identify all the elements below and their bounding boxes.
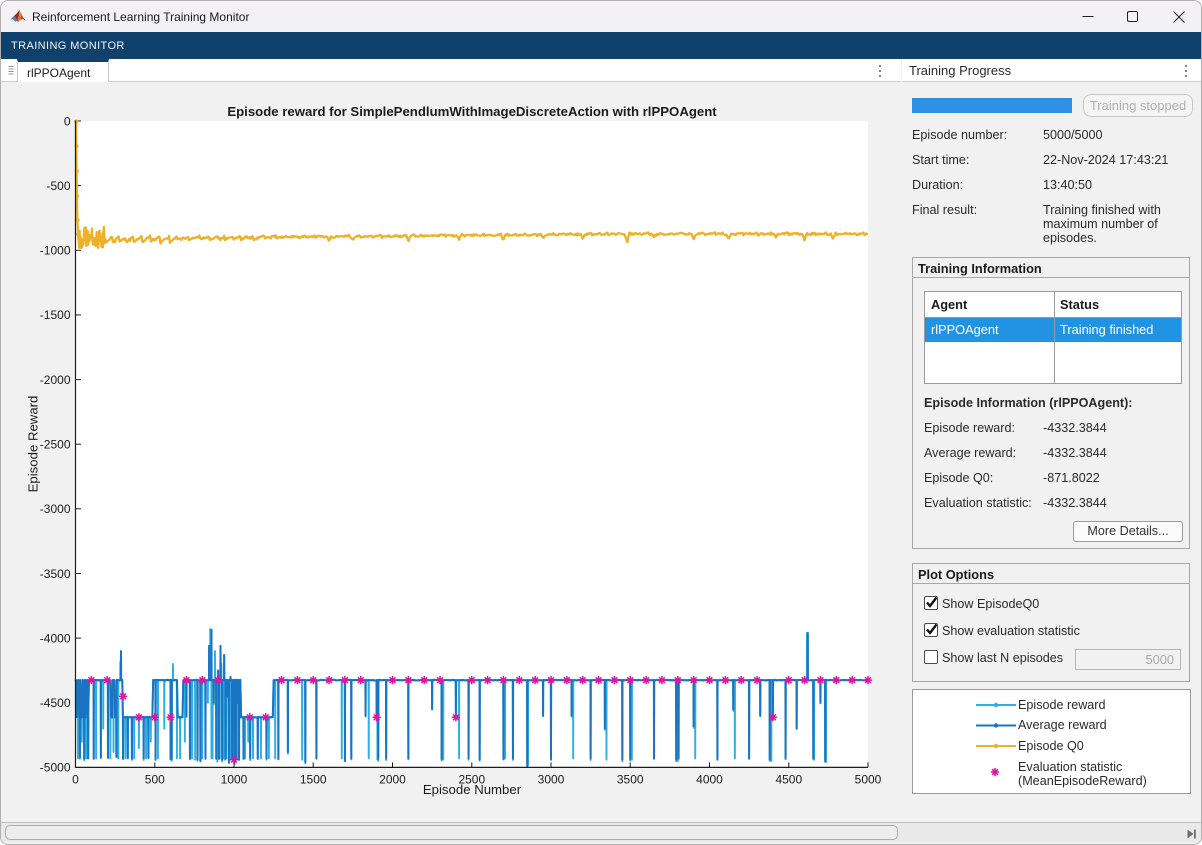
svg-text:-500: -500 — [46, 179, 70, 193]
svg-text:1500: 1500 — [300, 773, 327, 787]
svg-text:-4500: -4500 — [40, 696, 71, 710]
svg-text:2500: 2500 — [458, 773, 485, 787]
svg-text:0: 0 — [72, 773, 79, 787]
svg-text:Episode reward for SimplePendl: Episode reward for SimplePendlumWithImag… — [227, 104, 717, 119]
svg-text:-3500: -3500 — [40, 567, 71, 581]
svg-text:0: 0 — [64, 114, 71, 128]
svg-text:4500: 4500 — [775, 773, 802, 787]
svg-text:-4000: -4000 — [40, 631, 71, 645]
svg-text:4000: 4000 — [696, 773, 723, 787]
svg-text:5000: 5000 — [855, 773, 882, 787]
svg-text:-2500: -2500 — [40, 438, 71, 452]
svg-text:Episode Number: Episode Number — [423, 782, 522, 797]
svg-text:3000: 3000 — [538, 773, 565, 787]
svg-text:500: 500 — [145, 773, 165, 787]
svg-text:-5000: -5000 — [40, 761, 71, 775]
svg-text:1000: 1000 — [221, 773, 248, 787]
svg-text:-2000: -2000 — [40, 373, 71, 387]
svg-text:-1000: -1000 — [40, 244, 71, 258]
svg-text:-3000: -3000 — [40, 502, 71, 516]
svg-text:-1500: -1500 — [40, 308, 71, 322]
svg-text:2000: 2000 — [379, 773, 406, 787]
svg-text:Episode Reward: Episode Reward — [26, 396, 41, 493]
svg-text:3500: 3500 — [617, 773, 644, 787]
